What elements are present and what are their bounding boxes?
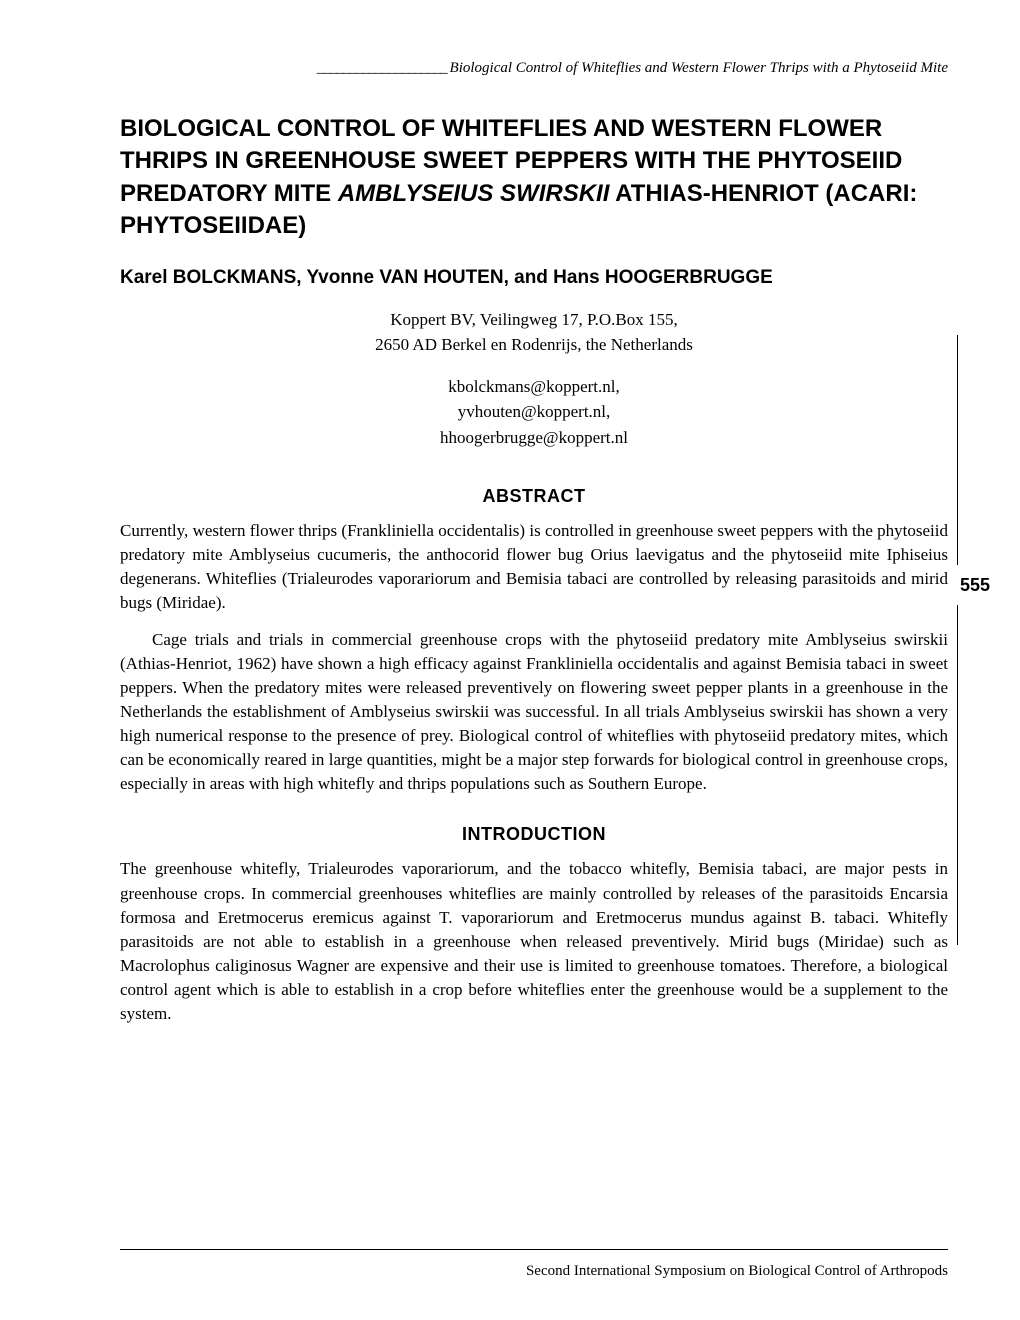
page-container: ____________________ Biological Control …: [0, 0, 1020, 1320]
margin-rule-top: [957, 335, 958, 565]
introduction-para-1: The greenhouse whitefly, Trialeurodes va…: [120, 857, 948, 1026]
running-head: ____________________ Biological Control …: [120, 60, 948, 77]
email-3: hhoogerbrugge@koppert.nl: [120, 425, 948, 451]
footer-text: Second International Symposium on Biolog…: [120, 1263, 948, 1280]
affiliation-block: Koppert BV, Veilingweg 17, P.O.Box 155, …: [120, 307, 948, 358]
introduction-heading: INTRODUCTION: [120, 824, 948, 845]
running-head-dash: ____________________: [317, 60, 450, 76]
emails-block: kbolckmans@koppert.nl, yvhouten@koppert.…: [120, 374, 948, 451]
email-2: yvhouten@koppert.nl,: [120, 399, 948, 425]
authors-line: Karel BOLCKMANS, Yvonne VAN HOUTEN, and …: [120, 267, 948, 289]
title-species: AMBLYSEIUS SWIRSKII: [338, 180, 610, 207]
affiliation-line2: 2650 AD Berkel en Rodenrijs, the Netherl…: [120, 332, 948, 358]
page-number: 555: [960, 575, 990, 596]
footer-rule: [120, 1249, 948, 1250]
abstract-para-2: Cage trials and trials in commercial gre…: [120, 628, 948, 797]
affiliation-line1: Koppert BV, Veilingweg 17, P.O.Box 155,: [120, 307, 948, 333]
abstract-para-1: Currently, western flower thrips (Frankl…: [120, 519, 948, 616]
margin-rule-bottom: [957, 605, 958, 945]
abstract-heading: ABSTRACT: [120, 486, 948, 507]
email-1: kbolckmans@koppert.nl,: [120, 374, 948, 400]
paper-title: BIOLOGICAL CONTROL OF WHITEFLIES AND WES…: [120, 113, 948, 243]
running-head-text: Biological Control of Whiteflies and Wes…: [450, 60, 948, 76]
